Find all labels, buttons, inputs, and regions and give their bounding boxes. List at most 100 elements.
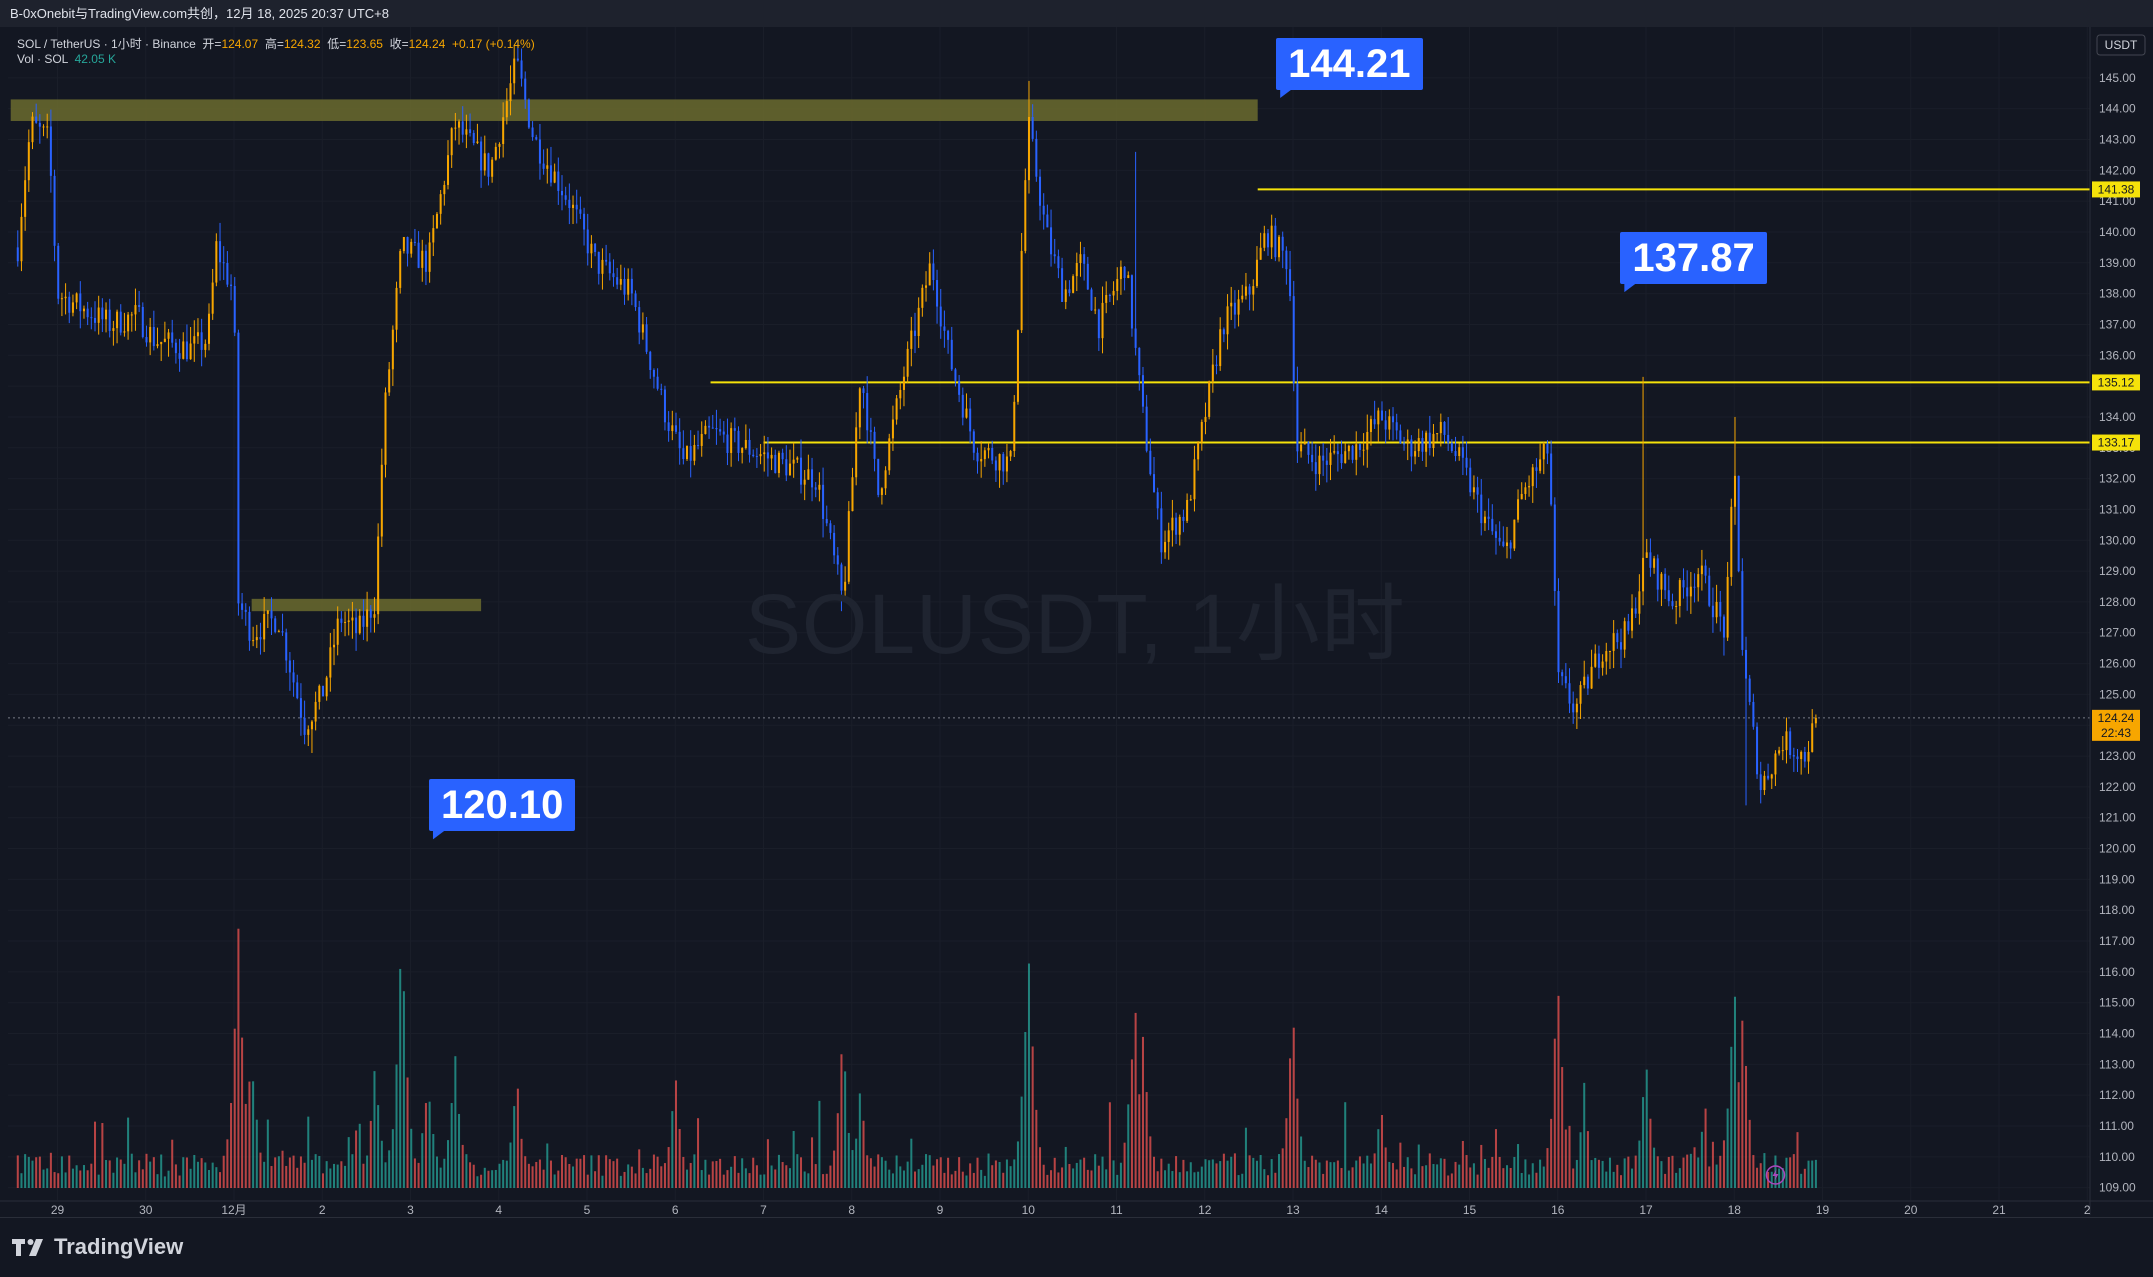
candle-body (182, 341, 185, 359)
candle-body (902, 376, 905, 390)
candle-body (1524, 487, 1527, 494)
volume-label[interactable]: Vol · SOL (17, 52, 68, 66)
candle-body (925, 285, 928, 288)
candle-body (1233, 302, 1236, 315)
current-price-tag (2092, 709, 2140, 741)
volume-legend[interactable]: Vol · SOL 42.05 K (17, 52, 116, 66)
volume-bar (35, 1157, 38, 1188)
price-tick-label: 125.00 (2099, 687, 2136, 701)
candle-body (1138, 347, 1141, 376)
volume-bar (866, 1155, 869, 1188)
volume-bar (748, 1173, 751, 1188)
volume-bar (535, 1161, 538, 1188)
symbol-name[interactable]: SOL / TetherUS · 1小时 · Binance (17, 37, 196, 51)
candle-body (200, 332, 203, 350)
volume-bar (715, 1160, 718, 1188)
candle-body (1145, 406, 1148, 451)
volume-bar (1002, 1172, 1005, 1188)
price-callout[interactable]: 137.87 (1620, 232, 1767, 285)
candle-body (1189, 499, 1192, 501)
volume-bar (1542, 1166, 1545, 1188)
volume-bar (1322, 1173, 1325, 1188)
candle-body (913, 330, 917, 336)
volume-bar (1300, 1136, 1303, 1188)
volume-bar (583, 1155, 586, 1188)
candle-body (1605, 651, 1608, 662)
candle-body (1307, 442, 1310, 455)
volume-bar (785, 1165, 788, 1188)
volume-bar (160, 1154, 163, 1188)
volume-bar (711, 1161, 714, 1188)
volume-bar (1215, 1163, 1218, 1188)
volume-bar (351, 1154, 354, 1188)
price-callout[interactable]: 120.10 (428, 779, 576, 832)
candle-body (1469, 467, 1472, 493)
volume-bar (1182, 1159, 1185, 1188)
volume-bar (237, 928, 240, 1188)
candle-body (226, 262, 229, 285)
candle-body (35, 116, 38, 123)
symbol-legend[interactable]: SOL / TetherUS · 1小时 · Binance 开=124.07 … (17, 37, 535, 51)
volume-bar (90, 1163, 93, 1188)
volume-bar (509, 1142, 512, 1188)
candle-body (1399, 430, 1402, 444)
volume-bar (1708, 1166, 1711, 1188)
candle-body (1421, 438, 1424, 452)
candle-body (546, 165, 549, 169)
chart-area[interactable]: USDT 109.00 110.00 111.00 112.00 113.00 114.00… (0, 27, 2153, 1217)
candle-body (1608, 650, 1611, 652)
candle-body (803, 479, 806, 485)
price-tick-label: 122.00 (2099, 780, 2136, 794)
volume-bar (413, 1158, 416, 1188)
currency-button[interactable] (2096, 34, 2146, 56)
volume-bar (1667, 1156, 1670, 1188)
volume-bar (671, 1111, 674, 1188)
volume-bar (1417, 1144, 1420, 1188)
candle-body (263, 613, 266, 640)
volume-bar (1421, 1166, 1424, 1188)
candle-body (259, 637, 262, 640)
volume-bars (16, 928, 1817, 1188)
tradingview-logo[interactable]: TradingView (12, 1234, 183, 1260)
volume-bar (1292, 1027, 1295, 1188)
volume-bar (1608, 1157, 1611, 1188)
price-chart[interactable]: USDT 109.00 110.00 111.00 112.00 113.00 114.00… (0, 27, 2153, 1217)
volume-bar (601, 1175, 604, 1188)
volume-bar (189, 1168, 192, 1188)
candle-body (1711, 605, 1714, 618)
price-callout[interactable]: 144.21 (1276, 37, 1423, 90)
candle-body (1152, 474, 1156, 493)
volume-bar (1226, 1160, 1229, 1188)
candle-body (211, 282, 214, 314)
volume-bar (472, 1164, 475, 1188)
volume-bar (230, 1102, 233, 1188)
volume-bar (42, 1169, 45, 1188)
volume-bar (1653, 1147, 1656, 1188)
candle-body (737, 430, 740, 453)
candle-body (1303, 442, 1306, 445)
candle-body (71, 302, 74, 313)
candle-body (741, 448, 744, 453)
candle-body (1682, 580, 1685, 588)
volume-bar (586, 1174, 589, 1188)
candle-body (781, 452, 784, 460)
volume-bar (656, 1156, 659, 1188)
volume-bar (1564, 1129, 1567, 1188)
volume-bar (1572, 1168, 1575, 1188)
candle-body (1689, 586, 1692, 597)
candle-body (564, 195, 567, 200)
candle-body (1498, 537, 1501, 542)
candle-body (388, 369, 391, 393)
candle-body (465, 129, 468, 135)
volume-bar (1649, 1118, 1652, 1188)
lightning-icon[interactable] (1765, 1165, 1786, 1185)
candle-body (851, 477, 854, 512)
candle-body (1675, 605, 1678, 607)
volume-bar (708, 1174, 711, 1188)
candle-body (432, 228, 435, 243)
price-tick-label: 139.00 (2099, 256, 2136, 270)
volume-bar (369, 1120, 372, 1188)
volume-bar (538, 1159, 541, 1188)
candle-body (1259, 247, 1262, 260)
volume-bar (873, 1166, 876, 1188)
